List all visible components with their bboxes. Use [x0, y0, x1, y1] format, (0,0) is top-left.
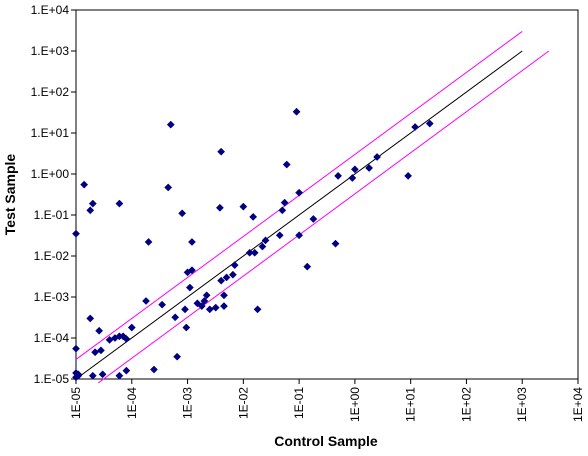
- data-point: [181, 305, 189, 314]
- data-point: [425, 119, 434, 128]
- data-point: [74, 371, 83, 380]
- data-point: [348, 174, 357, 182]
- data-point: [303, 262, 312, 271]
- data-point: [96, 346, 105, 355]
- y-axis: 1.E-05 1.E-04 1.E-03 1.E-02 1.E-01 1.E+00 1.E+…: [31, 3, 76, 386]
- data-point: [261, 236, 270, 245]
- x-tick-label: 1E+02: [459, 387, 473, 422]
- data-point: [178, 209, 187, 218]
- data-point: [88, 199, 97, 208]
- data-point: [171, 313, 180, 322]
- data-point: [72, 229, 80, 238]
- x-axis-title: Control Sample: [274, 433, 378, 449]
- x-tick-label: 1E-01: [292, 387, 306, 419]
- data-point: [217, 276, 226, 285]
- x-tick-label: 1E-04: [125, 387, 139, 419]
- data-point: [373, 153, 382, 161]
- data-point: [166, 120, 175, 129]
- data-point: [292, 107, 301, 116]
- data-point: [188, 238, 196, 246]
- y-tick-label: 1.E-04: [34, 331, 70, 345]
- data-points: [72, 107, 434, 382]
- data-point: [280, 198, 289, 207]
- y-tick-label: 1.E+01: [31, 126, 70, 140]
- data-point: [334, 171, 343, 180]
- data-point: [193, 299, 202, 308]
- data-point: [295, 231, 304, 240]
- y-tick-label: 1.E+04: [31, 3, 70, 17]
- data-point: [185, 283, 194, 292]
- data-point: [275, 231, 284, 240]
- y-tick-label: 1.E-01: [34, 208, 70, 222]
- data-point: [86, 314, 95, 323]
- data-point: [95, 326, 104, 335]
- y-tick-label: 1.E+03: [31, 44, 70, 58]
- data-point: [200, 297, 209, 305]
- data-point: [86, 206, 95, 215]
- y-axis-title: Test Sample: [2, 154, 18, 236]
- data-point: [215, 203, 224, 212]
- y-tick-label: 1.E-03: [34, 290, 70, 304]
- data-point: [211, 303, 220, 312]
- reference-line: [97, 50, 550, 384]
- data-point: [173, 352, 182, 361]
- data-point: [228, 270, 237, 279]
- y-tick-label: 1.E+02: [31, 85, 70, 99]
- data-point: [142, 297, 150, 305]
- data-point: [88, 371, 97, 380]
- data-point: [205, 305, 214, 314]
- data-point: [220, 302, 228, 311]
- data-point: [404, 171, 413, 180]
- data-point: [278, 206, 287, 215]
- x-tick-label: 1E+03: [515, 387, 529, 422]
- data-point: [122, 334, 131, 343]
- data-point: [282, 160, 291, 169]
- data-point: [222, 273, 231, 282]
- data-point: [250, 248, 259, 257]
- data-point: [91, 348, 100, 357]
- data-point: [80, 180, 89, 189]
- data-point: [331, 239, 340, 248]
- y-tick-label: 1.E-05: [34, 372, 70, 386]
- data-point: [411, 123, 420, 131]
- data-point: [119, 332, 128, 341]
- data-point: [239, 202, 248, 211]
- data-point: [217, 147, 226, 156]
- data-point: [197, 302, 206, 311]
- data-point: [295, 188, 304, 197]
- x-tick-label: 1E+04: [571, 387, 585, 422]
- data-point: [230, 261, 239, 270]
- data-point: [72, 344, 80, 353]
- data-point: [164, 183, 173, 192]
- data-point: [309, 215, 318, 223]
- x-tick-label: 1E+01: [404, 387, 418, 422]
- data-point: [188, 266, 196, 275]
- x-tick-label: 1E-05: [69, 387, 83, 419]
- data-point: [365, 164, 374, 172]
- data-point: [122, 366, 131, 375]
- y-tick-label: 1.E+00: [31, 167, 70, 181]
- data-point: [220, 291, 228, 300]
- data-point: [144, 238, 153, 246]
- x-axis: 1E-05 1E-04 1E-03 1E-02 1E-01 1E+00 1E+01 1E+02…: [69, 379, 585, 422]
- data-point: [127, 323, 136, 332]
- x-tick-label: 1E-03: [181, 387, 195, 419]
- data-point: [158, 300, 167, 309]
- data-point: [249, 212, 258, 221]
- x-tick-label: 1E+00: [348, 387, 362, 422]
- x-tick-label: 1E-02: [236, 387, 250, 419]
- data-point: [253, 305, 262, 314]
- y-tick-label: 1.E-02: [34, 249, 70, 263]
- data-point: [115, 199, 124, 208]
- data-point: [98, 370, 107, 379]
- data-point: [182, 323, 191, 332]
- data-point: [202, 291, 211, 300]
- data-point: [115, 371, 124, 380]
- data-point: [150, 365, 158, 374]
- data-point: [258, 242, 267, 251]
- data-point: [350, 165, 359, 174]
- reference-line: [75, 50, 523, 380]
